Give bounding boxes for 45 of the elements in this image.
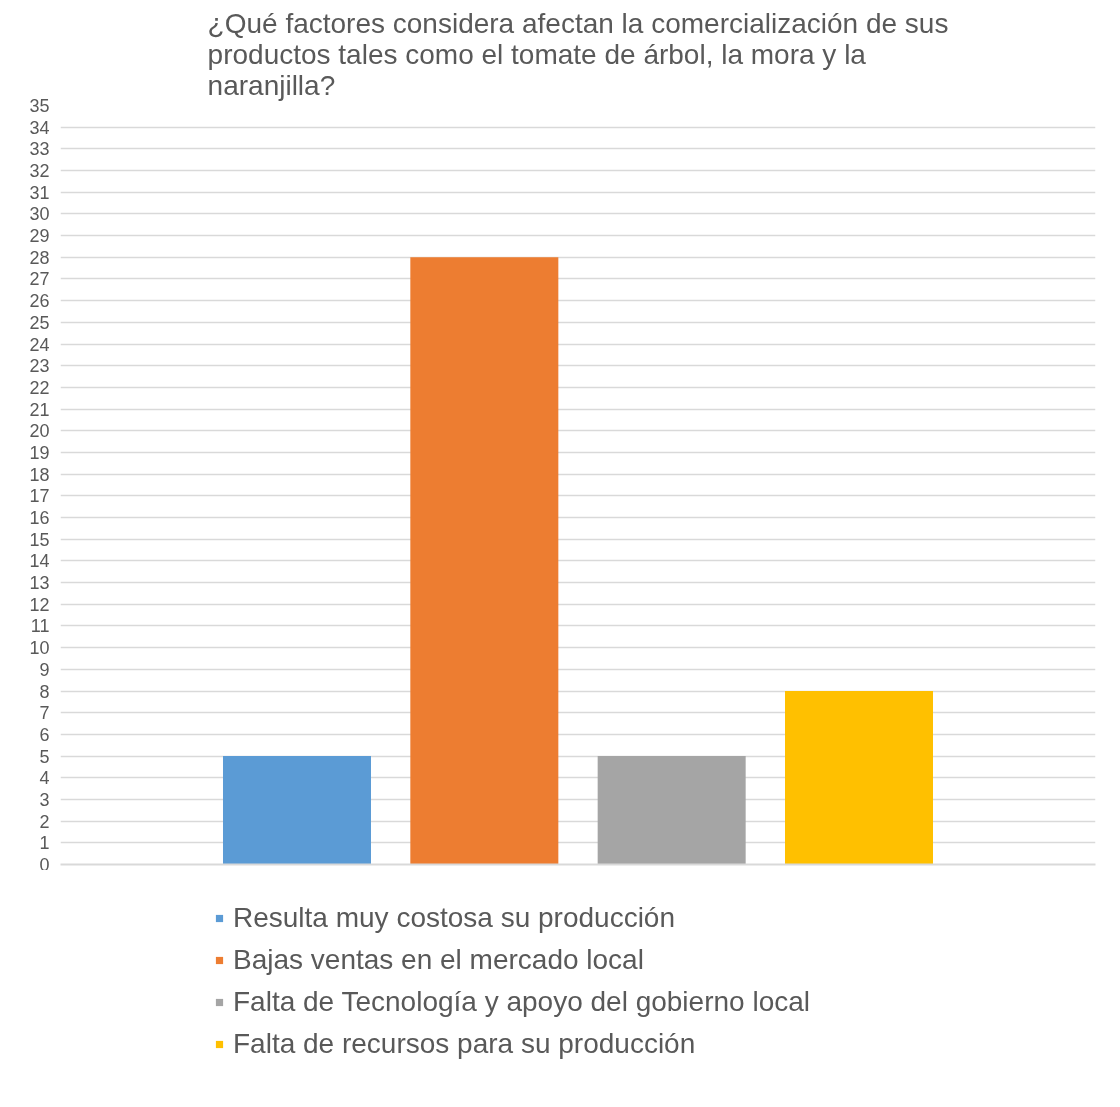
- y-tick-label: 1: [39, 833, 50, 854]
- legend-label: Falta de Tecnología y apoyo del gobierno local: [233, 986, 810, 1018]
- y-tick-label: 19: [29, 442, 50, 463]
- y-tick-label: 35: [29, 96, 50, 116]
- y-tick-label: 23: [29, 356, 50, 377]
- y-tick-label: 12: [29, 594, 50, 615]
- y-tick-label: 17: [29, 486, 50, 507]
- y-tick-label: 3: [39, 789, 50, 810]
- y-tick-label: 22: [29, 377, 50, 398]
- bar: [410, 257, 559, 865]
- y-tick-label: 4: [39, 768, 50, 789]
- legend-label: Bajas ventas en el mercado local: [233, 944, 644, 976]
- bar: [785, 691, 934, 865]
- y-tick-label: 31: [29, 182, 50, 203]
- bar: [222, 756, 371, 865]
- y-tick-label: 14: [29, 551, 50, 572]
- chart-title: ¿Qué factores considera afectan la comercialización de sus productos tales como el tomate de árbol, la mora y la naranjilla?: [207, 7, 949, 101]
- y-tick-label: 11: [30, 616, 50, 637]
- y-tick-label: 21: [29, 399, 50, 420]
- y-tick-label: 20: [29, 421, 50, 442]
- y-tick-label: 28: [29, 247, 50, 268]
- legend-label: Resulta muy costosa su producción: [233, 902, 675, 934]
- y-tick-label: 32: [29, 161, 50, 182]
- y-tick-label: 16: [29, 508, 50, 529]
- y-tick-label: 7: [39, 703, 50, 724]
- y-tick-label: 24: [29, 334, 50, 355]
- y-tick-label: 10: [29, 638, 50, 659]
- y-tick-label: 33: [29, 139, 50, 160]
- y-tick-label: 0: [39, 854, 50, 875]
- y-tick-label: 9: [39, 659, 50, 680]
- y-tick-label: 8: [39, 681, 50, 702]
- y-tick-label: 13: [29, 573, 50, 594]
- y-tick-label: 6: [39, 724, 50, 745]
- y-tick-label: 2: [39, 811, 50, 832]
- y-tick-label: 26: [29, 291, 50, 312]
- y-tick-label: 29: [29, 226, 50, 247]
- y-tick-label: 5: [39, 746, 50, 767]
- y-tick-label: 34: [29, 117, 50, 138]
- bar: [597, 756, 746, 865]
- y-tick-label: 30: [29, 204, 50, 225]
- y-tick-label: 15: [29, 529, 50, 550]
- y-tick-label: 18: [29, 464, 50, 485]
- y-tick-label: 27: [29, 269, 50, 290]
- legend-label: Falta de recursos para su producción: [233, 1028, 696, 1060]
- y-tick-label: 25: [29, 312, 50, 333]
